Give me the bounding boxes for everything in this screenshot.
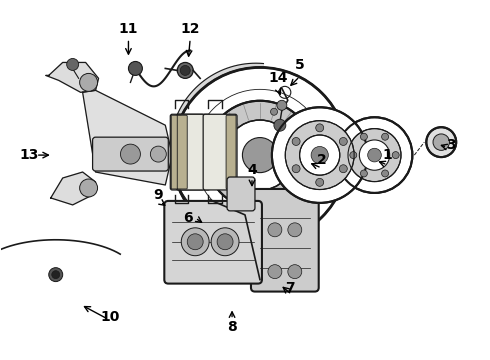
Circle shape [350, 152, 357, 159]
Circle shape [382, 170, 389, 177]
Circle shape [426, 127, 456, 157]
Circle shape [270, 108, 277, 115]
Circle shape [268, 265, 282, 279]
Circle shape [292, 138, 300, 145]
Circle shape [49, 268, 63, 282]
Circle shape [392, 152, 399, 159]
Circle shape [337, 117, 413, 193]
Text: 2: 2 [317, 153, 326, 167]
Circle shape [382, 133, 389, 140]
Circle shape [348, 129, 401, 181]
Circle shape [206, 101, 314, 210]
Text: 8: 8 [227, 320, 237, 334]
Text: 3: 3 [446, 138, 456, 152]
FancyBboxPatch shape [177, 115, 187, 189]
Polygon shape [51, 172, 96, 205]
Polygon shape [170, 63, 271, 235]
Circle shape [121, 144, 141, 164]
FancyBboxPatch shape [227, 177, 255, 211]
Circle shape [80, 179, 98, 197]
Circle shape [268, 223, 282, 237]
Circle shape [311, 147, 328, 164]
Circle shape [270, 195, 277, 202]
FancyBboxPatch shape [171, 114, 204, 190]
Text: 9: 9 [153, 188, 163, 202]
Circle shape [288, 223, 302, 237]
Text: 11: 11 [119, 22, 138, 36]
FancyBboxPatch shape [164, 201, 262, 284]
Circle shape [361, 170, 368, 177]
Circle shape [211, 228, 239, 256]
Circle shape [67, 58, 78, 71]
Circle shape [187, 234, 203, 250]
Circle shape [80, 73, 98, 91]
FancyBboxPatch shape [176, 114, 210, 190]
Circle shape [292, 165, 300, 173]
Text: 10: 10 [101, 310, 120, 324]
Circle shape [172, 67, 347, 243]
Text: 5: 5 [295, 58, 305, 72]
Circle shape [302, 152, 309, 159]
Circle shape [433, 134, 449, 150]
Circle shape [340, 165, 347, 173]
Circle shape [361, 133, 368, 140]
Text: 7: 7 [285, 280, 294, 294]
Circle shape [359, 140, 390, 170]
Circle shape [316, 178, 324, 186]
Circle shape [274, 119, 286, 131]
Circle shape [316, 124, 324, 132]
Circle shape [225, 120, 295, 190]
Circle shape [368, 148, 381, 162]
Text: 6: 6 [183, 211, 193, 225]
Circle shape [285, 121, 354, 189]
Polygon shape [46, 62, 98, 92]
Circle shape [128, 62, 143, 75]
Circle shape [180, 66, 190, 75]
Circle shape [220, 125, 226, 132]
Circle shape [272, 107, 368, 203]
Text: 13: 13 [19, 148, 39, 162]
Circle shape [181, 228, 209, 256]
FancyBboxPatch shape [93, 137, 168, 171]
Circle shape [277, 100, 287, 110]
Circle shape [220, 179, 226, 185]
Circle shape [52, 271, 60, 279]
FancyBboxPatch shape [226, 115, 236, 189]
Text: 14: 14 [268, 71, 288, 85]
Circle shape [217, 234, 233, 250]
FancyBboxPatch shape [172, 115, 181, 189]
Circle shape [177, 62, 193, 78]
Circle shape [288, 265, 302, 279]
Text: 1: 1 [383, 148, 392, 162]
Polygon shape [83, 90, 172, 185]
Text: 4: 4 [247, 163, 257, 177]
Circle shape [243, 138, 277, 173]
Circle shape [340, 138, 347, 145]
FancyBboxPatch shape [251, 189, 318, 292]
Circle shape [299, 135, 340, 175]
Circle shape [150, 146, 166, 162]
FancyBboxPatch shape [203, 114, 237, 190]
Text: 12: 12 [180, 22, 200, 36]
